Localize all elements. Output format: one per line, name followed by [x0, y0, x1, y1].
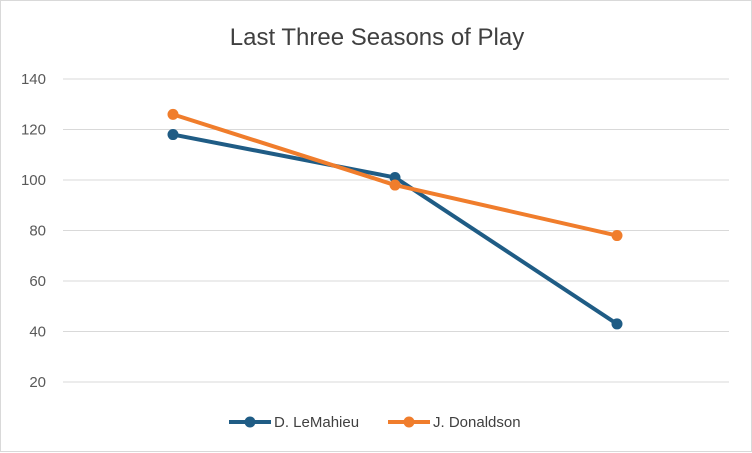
series-2 [167, 108, 623, 242]
legend-item: J. Donaldson [388, 414, 521, 431]
data-point [167, 129, 179, 141]
y-tick-label: 100 [21, 172, 46, 189]
y-tick-label: 80 [29, 223, 46, 240]
series-line [171, 132, 619, 326]
data-point [611, 318, 623, 330]
legend-marker [244, 416, 256, 428]
data-point [611, 230, 623, 242]
chart-title: Last Three Seasons of Play [230, 24, 524, 51]
legend-label: J. Donaldson [433, 414, 521, 431]
y-tick-label: 140 [21, 71, 46, 88]
y-tick-label: 20 [29, 374, 46, 391]
data-point [167, 108, 179, 120]
y-axis-ticks: 20 40 60 80 100 120 140 [21, 71, 46, 391]
legend-label: D. LeMahieu [274, 414, 359, 431]
legend-item: D. LeMahieu [229, 414, 359, 431]
legend-marker [403, 416, 415, 428]
legend: D. LeMahieu J. Donaldson [229, 414, 521, 431]
series-layer [167, 108, 623, 330]
gridlines [63, 78, 729, 383]
data-point [389, 171, 401, 183]
data-point [389, 179, 401, 191]
y-tick-label: 40 [29, 324, 46, 341]
y-tick-label: 60 [29, 273, 46, 290]
series-1 [167, 129, 623, 330]
y-tick-label: 120 [21, 122, 46, 139]
